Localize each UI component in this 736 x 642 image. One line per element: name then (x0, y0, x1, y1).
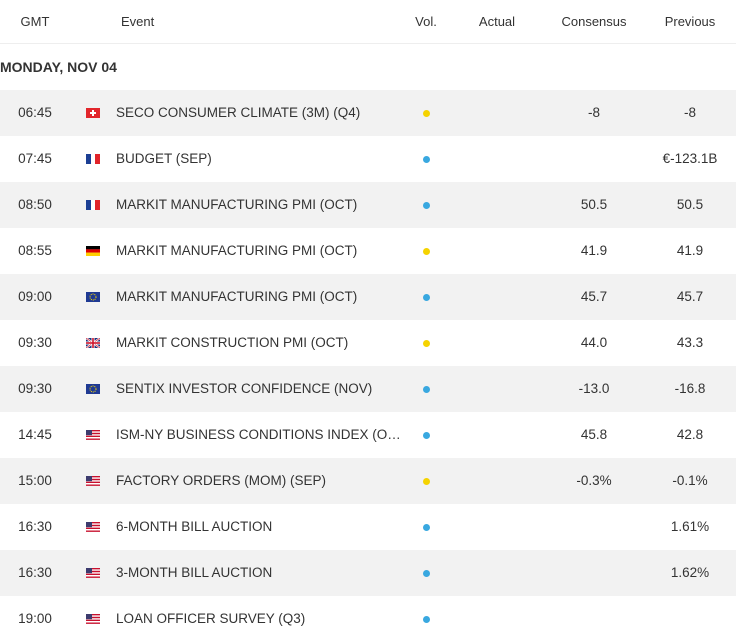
event-row[interactable]: 09:00 MARKIT MANUFACTURING PMI (OCT) 45.7 4… (0, 274, 736, 320)
previous: 45.7 (676, 289, 704, 304)
previous: 41.9 (676, 243, 704, 258)
event-name: ISM-NY BUSINESS CONDITIONS INDEX (O… (116, 427, 401, 442)
event-name: FACTORY ORDERS (MOM) (SEP) (116, 473, 327, 488)
country-flag (86, 154, 100, 164)
volatility-dot (423, 248, 430, 255)
event-row[interactable]: 16:30 3-MONTH BILL AUCTION 1.62% (0, 550, 736, 596)
event-name: MARKIT MANUFACTURING PMI (OCT) (116, 197, 358, 212)
volatility-dot (423, 110, 430, 117)
time: 14:45 (18, 427, 52, 442)
date-heading: MONDAY, NOV 04 (0, 59, 117, 75)
column-header[interactable]: Vol. (415, 14, 437, 29)
event-name: SENTIX INVESTOR CONFIDENCE (NOV) (116, 381, 373, 396)
consensus: -8 (587, 105, 600, 120)
time: 09:30 (18, 381, 52, 396)
event-row[interactable]: 09:30 MARKIT CONSTRUCTION PMI (OCT) 44.0 43… (0, 320, 736, 366)
consensus: 45.7 (580, 289, 608, 304)
event-row[interactable]: 09:30 SENTIX INVESTOR CONFIDENCE (NOV) -13… (0, 366, 736, 412)
event-name: 6-MONTH BILL AUCTION (116, 519, 273, 534)
column-header[interactable]: Actual (478, 14, 516, 29)
event-row[interactable]: 19:00 LOAN OFFICER SURVEY (Q3) (0, 596, 736, 642)
previous: 43.3 (676, 335, 704, 350)
volatility-dot (423, 340, 430, 347)
country-flag (86, 384, 100, 394)
volatility-dot (423, 294, 430, 301)
time: 07:45 (18, 151, 52, 166)
volatility-dot (423, 570, 430, 577)
country-flag (86, 246, 100, 256)
country-flag (86, 522, 100, 532)
country-flag (86, 476, 100, 486)
time: 08:55 (18, 243, 52, 258)
event-list: 06:45 SECO CONSUMER CLIMATE (3M) (Q4) -8 -8… (0, 90, 736, 642)
event-row[interactable]: 06:45 SECO CONSUMER CLIMATE (3M) (Q4) -8 -8 (0, 90, 736, 136)
column-header[interactable]: GMT (20, 14, 50, 29)
event-row[interactable]: 15:00 FACTORY ORDERS (MOM) (SEP) -0.3% -0.1… (0, 458, 736, 504)
column-header[interactable]: Event (121, 14, 155, 29)
event-row[interactable]: 08:50 MARKIT MANUFACTURING PMI (OCT) 50.5 5… (0, 182, 736, 228)
consensus: 41.9 (580, 243, 608, 258)
consensus: -0.3% (576, 473, 612, 488)
volatility-dot (423, 432, 430, 439)
event-row[interactable]: 08:55 MARKIT MANUFACTURING PMI (OCT) 41.9 4… (0, 228, 736, 274)
country-flag (86, 108, 100, 118)
previous: 42.8 (676, 427, 704, 442)
time: 08:50 (18, 197, 52, 212)
event-row[interactable]: 07:45 BUDGET (SEP) €-123.1B (0, 136, 736, 182)
country-flag (86, 614, 100, 624)
event-name: BUDGET (SEP) (116, 151, 212, 166)
event-name: SECO CONSUMER CLIMATE (3M) (Q4) (116, 105, 361, 120)
volatility-dot (423, 616, 430, 623)
previous: 1.61% (670, 519, 710, 534)
time: 19:00 (18, 611, 52, 626)
event-name: LOAN OFFICER SURVEY (Q3) (116, 611, 306, 626)
volatility-dot (423, 524, 430, 531)
event-name: MARKIT MANUFACTURING PMI (OCT) (116, 289, 358, 304)
previous: -0.1% (672, 473, 708, 488)
previous: €-123.1B (662, 151, 718, 166)
time: 16:30 (18, 519, 52, 534)
volatility-dot (423, 202, 430, 209)
column-header[interactable]: Consensus (561, 14, 627, 29)
event-name: MARKIT MANUFACTURING PMI (OCT) (116, 243, 358, 258)
previous: -8 (683, 105, 696, 120)
time: 06:45 (18, 105, 52, 120)
volatility-dot (423, 156, 430, 163)
previous: -16.8 (674, 381, 706, 396)
event-row[interactable]: 14:45 ISM-NY BUSINESS CONDITIONS INDEX (O… (0, 412, 736, 458)
consensus: 45.8 (580, 427, 608, 442)
consensus: 44.0 (580, 335, 608, 350)
country-flag (86, 292, 100, 302)
country-flag (86, 568, 100, 578)
table-header: GMT Event Vol. Actual Consensus Previous (0, 0, 736, 44)
consensus: -13.0 (578, 381, 610, 396)
column-header[interactable]: Previous (664, 14, 716, 29)
time: 15:00 (18, 473, 52, 488)
previous: 1.62% (670, 565, 710, 580)
time: 16:30 (18, 565, 52, 580)
event-name: 3-MONTH BILL AUCTION (116, 565, 273, 580)
consensus: 50.5 (580, 197, 608, 212)
previous: 50.5 (676, 197, 704, 212)
volatility-dot (423, 386, 430, 393)
country-flag (86, 430, 100, 440)
country-flag (86, 338, 100, 348)
country-flag (86, 200, 100, 210)
time: 09:30 (18, 335, 52, 350)
event-name: MARKIT CONSTRUCTION PMI (OCT) (116, 335, 349, 350)
volatility-dot (423, 478, 430, 485)
time: 09:00 (18, 289, 52, 304)
event-row[interactable]: 16:30 6-MONTH BILL AUCTION 1.61% (0, 504, 736, 550)
